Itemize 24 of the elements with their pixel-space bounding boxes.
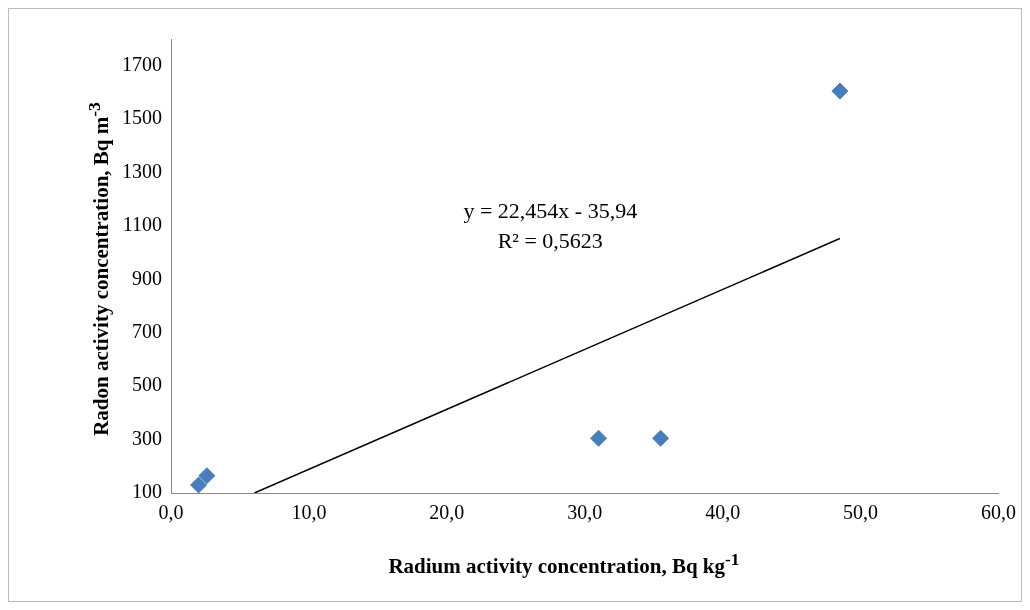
x-tick-label: 60,0 [981,501,1016,524]
x-tick-label: 20,0 [429,501,465,524]
point [590,429,608,447]
x-tick-label: 50,0 [843,501,879,524]
y-tick-label: 500 [132,373,162,396]
point [198,467,216,485]
y-tick-label: 100 [132,480,162,503]
point [652,429,670,447]
point [190,476,208,493]
y-tick-label: 300 [132,426,162,449]
x-tick-label: 0,0 [158,501,184,524]
x-axis-title: Radium activity concentration, Bq kg$^{-1}$ [387,549,741,579]
y-tick-label: 1700 [122,52,162,75]
y-tick-label: 700 [132,320,162,343]
y-tick-label: 1300 [122,159,162,182]
x-tick-label: 30,0 [567,501,603,524]
x-tick-label: 10,0 [291,501,327,524]
annotation: y = 22,454x - 35,94 [463,197,638,223]
annotation: R² = 0,5623 [497,227,603,253]
y-tick-label: 900 [132,266,162,289]
y-tick-label: 1500 [122,106,162,129]
x-tick-label: 40,0 [705,501,741,524]
y-tick-label: 1100 [122,213,162,236]
point [831,82,849,100]
